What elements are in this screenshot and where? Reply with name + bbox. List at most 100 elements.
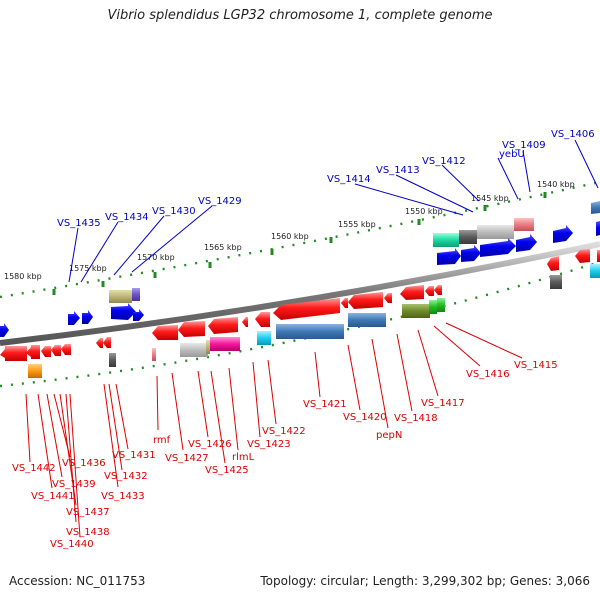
gene-label: VS_1416	[466, 369, 510, 380]
gene-box	[257, 331, 271, 345]
gene-arrow	[341, 298, 348, 308]
gene-label: VS_1418	[394, 413, 438, 424]
gene-label: VS_1412	[422, 156, 466, 167]
genome-summary-text: Topology: circular; Length: 3,299,302 bp…	[260, 574, 590, 588]
gene-label: VS_1442	[12, 463, 56, 474]
gene-label: VS_1414	[327, 174, 371, 185]
gene-box	[550, 275, 562, 289]
gene-label: VS_1423	[247, 439, 291, 450]
gene-arrow	[547, 256, 559, 271]
gene-arrow	[480, 238, 516, 257]
forward-strand-genes	[0, 201, 600, 337]
gene-arrow	[208, 317, 238, 334]
gene-box	[402, 304, 430, 318]
gene-label: VS_1435	[57, 218, 101, 229]
major-ticks	[52, 192, 547, 295]
gene-box	[433, 233, 459, 247]
gene-arrow	[68, 311, 80, 325]
kbp-label: 1540 kbp	[537, 180, 575, 189]
map-title: Vibrio splendidus LGP32 chromosome 1, co…	[107, 8, 493, 23]
gene-label: VS_1430	[152, 206, 196, 217]
kbp-label: 1555 kbp	[338, 220, 376, 229]
gene-arrow	[41, 346, 51, 357]
gene-arrow	[111, 303, 136, 320]
gene-arrow	[400, 285, 424, 300]
gene-arrow	[553, 225, 573, 243]
gene-box	[514, 218, 534, 231]
gene-box	[477, 225, 514, 239]
gene-arrow	[596, 221, 600, 236]
gene-label: VS_1421	[303, 399, 347, 410]
kbp-label: 1570 kbp	[137, 253, 175, 262]
gene-arrow	[96, 338, 103, 348]
gene-label: VS_1420	[343, 412, 387, 423]
gene-label: VS_1436	[62, 458, 106, 469]
gene-box	[109, 290, 132, 303]
gene-box	[597, 250, 600, 262]
gene-arrow	[255, 312, 270, 327]
gene-label: VS_1432	[104, 471, 148, 482]
gene-label: VS_1438	[66, 527, 110, 538]
gene-box	[28, 364, 42, 378]
gene-arrow	[26, 345, 40, 359]
gene-box	[180, 343, 208, 357]
chromosome-backbone	[0, 241, 600, 346]
gene-label: VS_1441	[31, 491, 75, 502]
gene-arrow	[437, 248, 461, 265]
gene-arrow	[51, 345, 61, 356]
gene-label: VS_1439	[52, 479, 96, 490]
gene-label: VS_1434	[105, 212, 149, 223]
gene-box	[109, 353, 116, 367]
gene-label: VS_1406	[551, 129, 595, 140]
gene-arrow	[103, 337, 111, 348]
gene-label: VS_1413	[376, 165, 420, 176]
gene-arrow	[425, 286, 434, 296]
kbp-label: 1550 kbp	[405, 207, 443, 216]
gene-arrow	[516, 234, 537, 252]
gene-box	[429, 300, 437, 314]
gene-arrow	[61, 344, 71, 355]
gene-box	[437, 298, 445, 312]
gene-arrow	[273, 298, 340, 320]
gene-label: VS_1429	[198, 196, 242, 207]
gene-arrow	[178, 321, 205, 337]
gene-box	[459, 230, 477, 244]
gene-box	[206, 340, 210, 354]
gene-box	[132, 288, 140, 301]
gene-label: rmf	[153, 435, 171, 446]
gene-box	[348, 313, 386, 327]
gene-label: VS_1426	[188, 439, 232, 450]
kbp-label: 1560 kbp	[271, 232, 309, 241]
gene-box	[152, 348, 156, 361]
gene-arrow	[133, 309, 144, 321]
reverse-labels: VS_1442 VS_1441 VS_1439 VS_1436 VS_1437 …	[12, 360, 558, 550]
gene-label: VS_1437	[66, 507, 110, 518]
gene-arrow	[0, 346, 27, 361]
gene-arrow	[575, 249, 590, 263]
reverse-strand-genes	[0, 249, 600, 378]
gene-label: VS_1440	[50, 539, 94, 550]
gene-label: VS_1433	[101, 491, 145, 502]
forward-label-connectors	[68, 139, 599, 283]
forward-labels: VS_1435 VS_1434 VS_1430 VS_1429 VS_1414 …	[57, 129, 595, 229]
kbp-label: 1575 kbp	[69, 264, 107, 273]
gene-arrow	[434, 285, 442, 295]
gene-arrow	[348, 292, 383, 309]
gene-arrow	[384, 293, 392, 303]
kbp-label: 1545 kbp	[471, 194, 509, 203]
gene-box	[276, 324, 344, 339]
gene-arrow	[591, 201, 600, 214]
gene-label: pepN	[376, 430, 402, 441]
gene-label: VS_1422	[262, 426, 306, 437]
kbp-labels: 1580 kbp 1575 kbp 1570 kbp 1565 kbp 1560…	[4, 180, 575, 281]
gene-label: VS_1427	[165, 453, 209, 464]
kbp-label: 1580 kbp	[4, 272, 42, 281]
gene-label: VS_1431	[112, 450, 156, 461]
gene-label: rlmL	[232, 452, 255, 463]
accession-text: Accession: NC_011753	[9, 574, 146, 588]
gene-label: VS_1415	[514, 360, 558, 371]
gene-arrow	[0, 323, 9, 337]
gene-box	[210, 337, 240, 351]
gene-label: VS_1417	[421, 398, 465, 409]
